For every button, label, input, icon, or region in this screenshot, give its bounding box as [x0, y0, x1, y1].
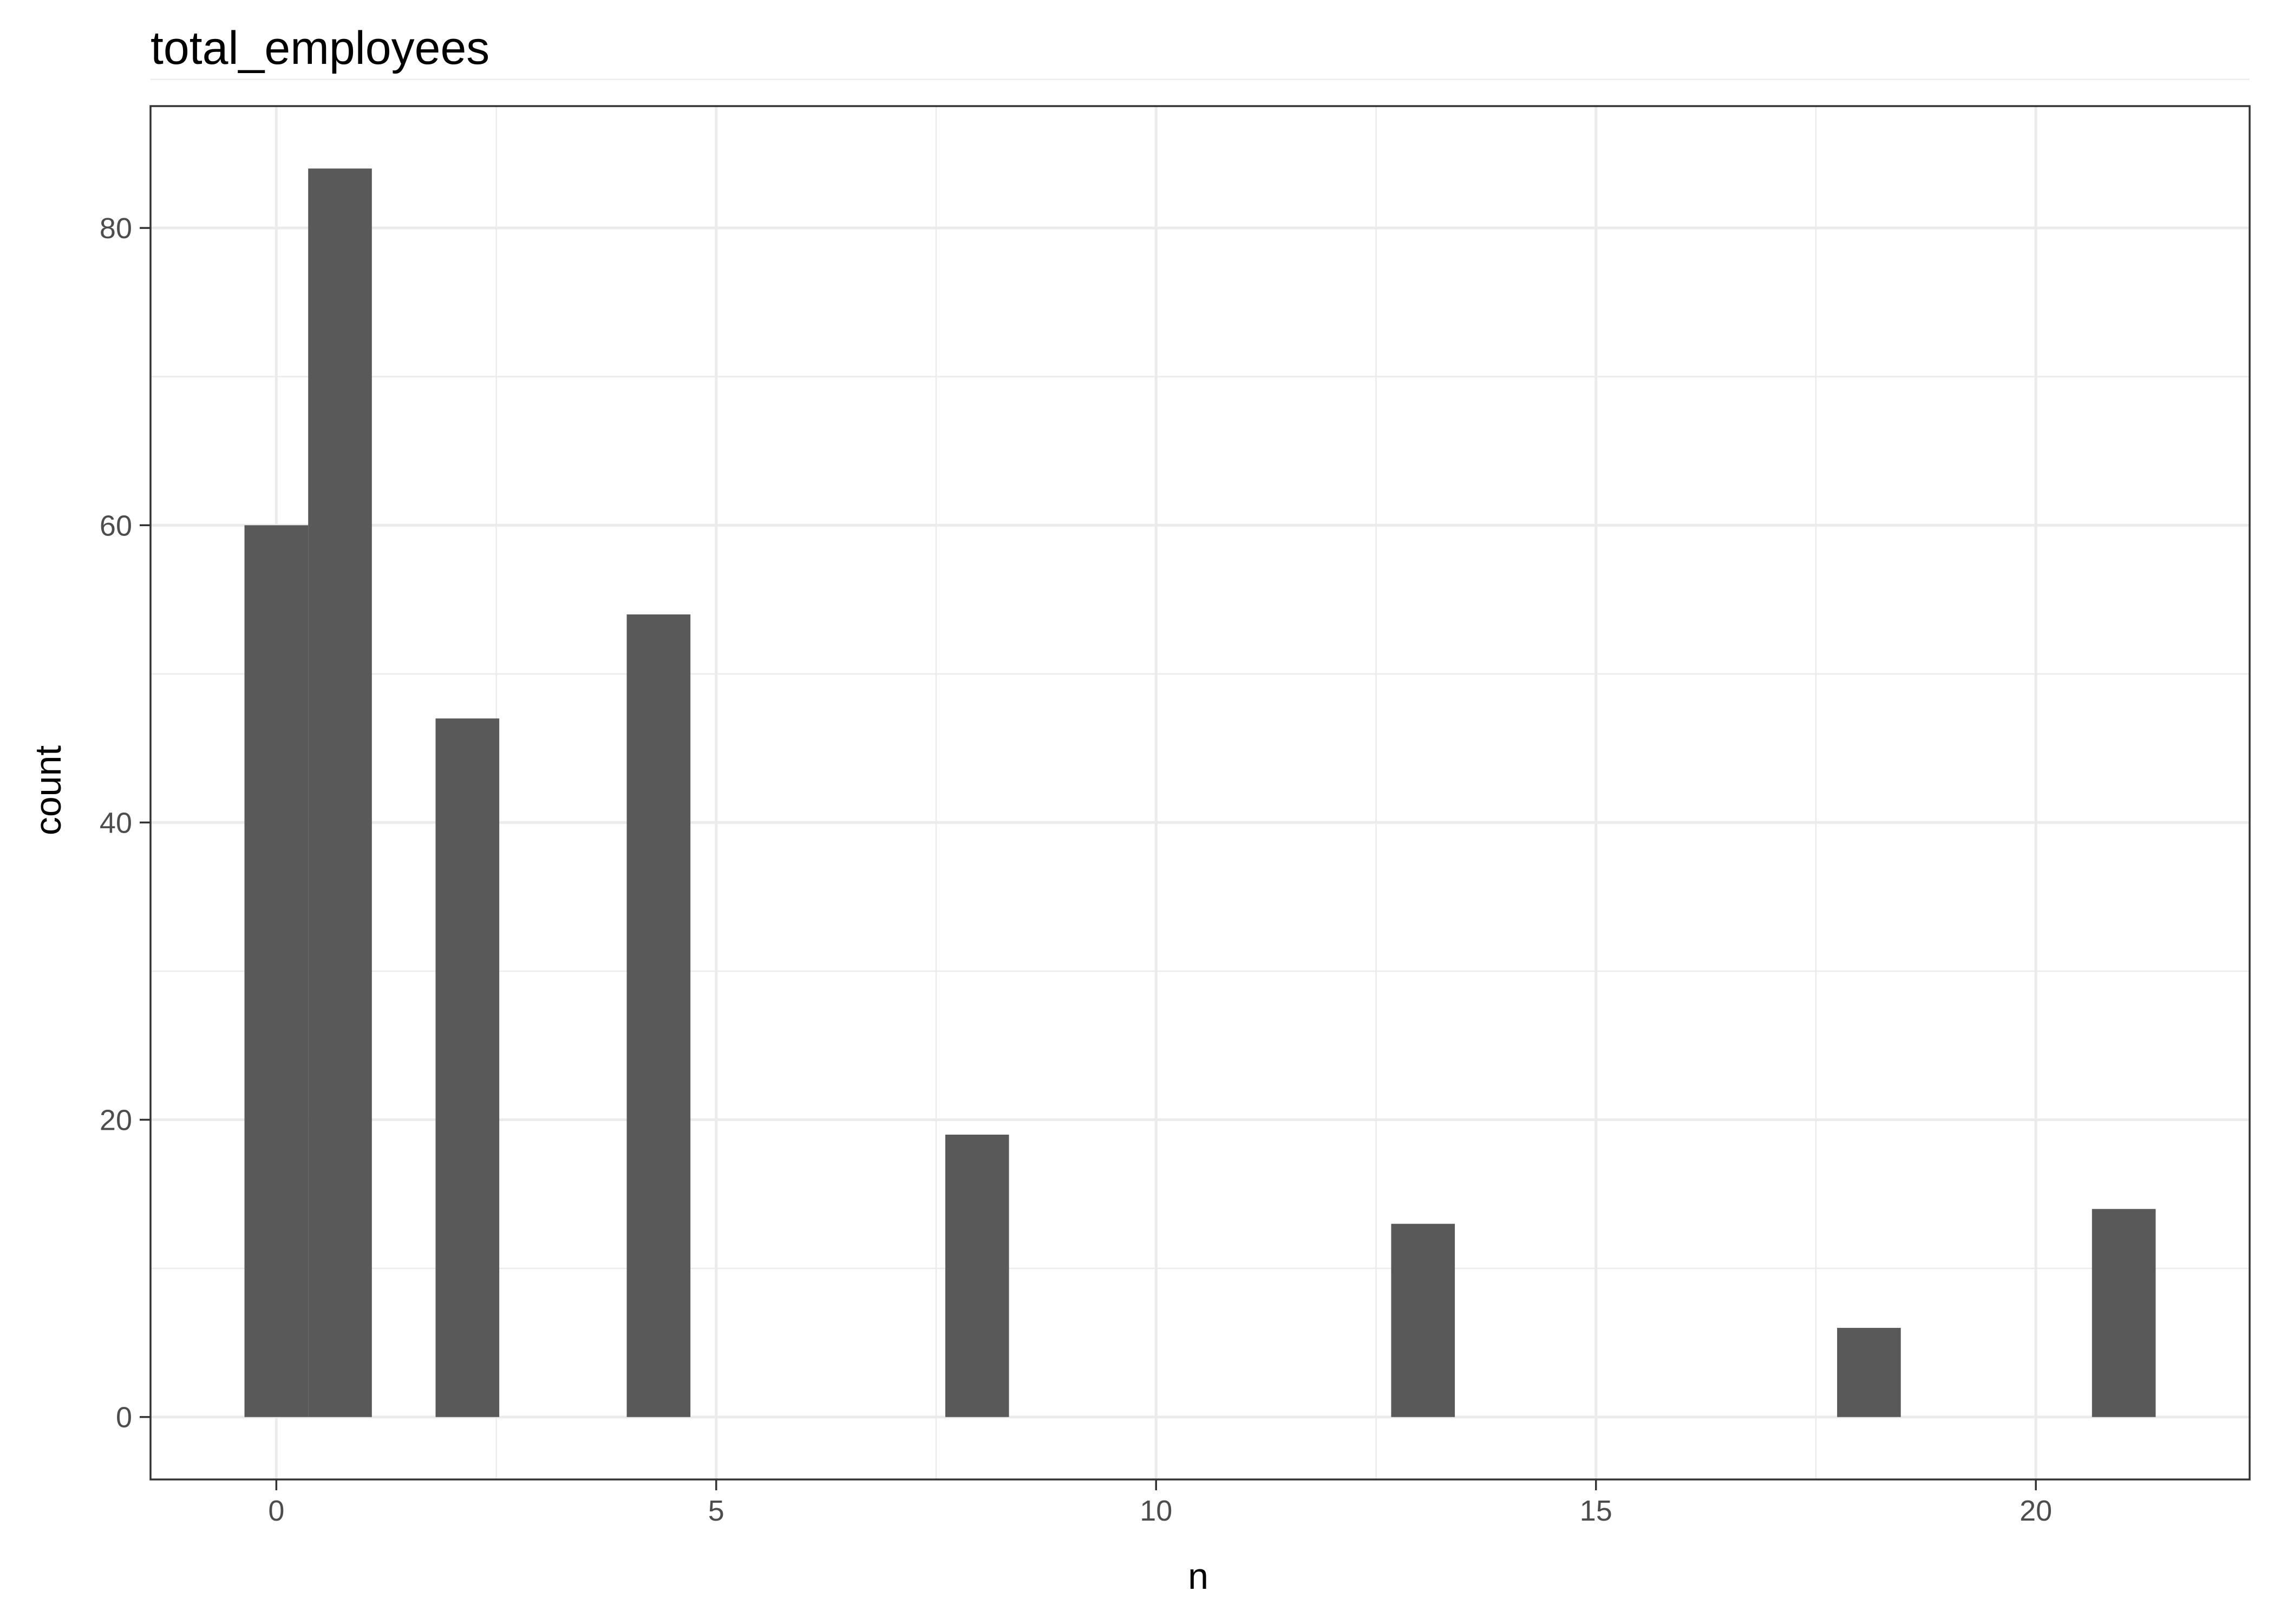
- y-axis-title: count: [28, 745, 69, 835]
- histogram-bar: [244, 525, 309, 1417]
- panel-border: [149, 105, 2251, 1481]
- histogram-bar: [2092, 1209, 2156, 1417]
- chart-title: total_employees: [151, 22, 489, 74]
- histogram-bar: [626, 614, 691, 1417]
- histogram-bar: [1837, 1327, 1901, 1417]
- y-tick-label: 60: [100, 509, 132, 542]
- y-tick-label: 80: [100, 212, 132, 245]
- histogram-bar: [1391, 1223, 1455, 1417]
- y-axis: 0 20 40 60 80: [100, 212, 151, 1434]
- histogram-bar: [435, 718, 500, 1417]
- x-tick-label: 10: [1140, 1495, 1172, 1527]
- x-tick-label: 20: [2020, 1495, 2052, 1527]
- histogram-bars: [244, 168, 2156, 1417]
- x-tick-label: 15: [1580, 1495, 1612, 1527]
- minor-gridlines: [151, 78, 2250, 1479]
- x-tick-label: 0: [268, 1495, 284, 1527]
- histogram-bar: [945, 1135, 1009, 1417]
- histogram-bar: [308, 168, 372, 1417]
- x-axis-title: n: [1188, 1556, 1208, 1597]
- y-tick-label: 40: [100, 807, 132, 839]
- y-tick-label: 20: [100, 1104, 132, 1137]
- y-tick-label: 0: [116, 1402, 132, 1434]
- x-axis: 0 5 10 15 20: [268, 1479, 2052, 1527]
- x-tick-label: 5: [708, 1495, 724, 1527]
